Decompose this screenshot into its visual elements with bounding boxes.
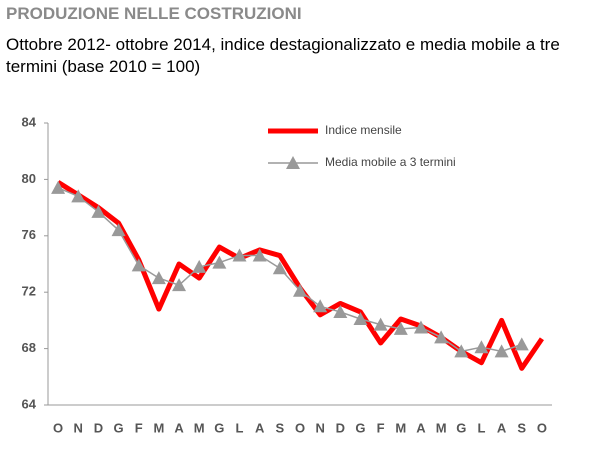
legend-marker: [286, 156, 300, 169]
marker: [51, 180, 66, 194]
x-tick-label: S: [517, 420, 526, 435]
chart-title: PRODUZIONE NELLE COSTRUZIONI: [6, 4, 302, 23]
marker: [131, 258, 146, 272]
marker: [212, 255, 227, 269]
x-tick-label: A: [255, 420, 265, 435]
marker: [111, 223, 126, 237]
x-tick-label: M: [153, 420, 164, 435]
x-tick-label: O: [53, 420, 63, 435]
x-tick-label: L: [477, 420, 485, 435]
x-tick-label: O: [537, 420, 547, 435]
x-tick-label: O: [295, 420, 305, 435]
y-tick-label: 80: [22, 171, 36, 186]
marker: [353, 311, 368, 325]
marker: [474, 340, 489, 354]
x-tick-label: D: [94, 420, 103, 435]
x-tick-label: M: [395, 420, 406, 435]
marker: [333, 304, 348, 318]
x-tick-label: A: [416, 420, 426, 435]
x-tick-label: M: [436, 420, 447, 435]
marker: [413, 320, 428, 334]
x-tick-label: G: [456, 420, 466, 435]
y-tick-label: 68: [22, 340, 36, 355]
x-tick-label: A: [174, 420, 184, 435]
marker: [434, 330, 449, 344]
x-tick-label: N: [74, 420, 83, 435]
x-tick-label: D: [336, 420, 345, 435]
x-tick-label: F: [377, 420, 385, 435]
marker: [192, 259, 207, 273]
marker: [454, 344, 469, 358]
x-tick-label: M: [194, 420, 205, 435]
x-tick-label: A: [497, 420, 507, 435]
series-line: [56, 180, 544, 371]
marker: [252, 248, 267, 262]
marker: [151, 271, 166, 285]
x-tick-label: L: [236, 420, 244, 435]
marker: [494, 344, 509, 358]
y-tick-label: 64: [22, 396, 37, 411]
y-tick-label: 84: [22, 114, 37, 129]
x-tick-label: G: [355, 420, 365, 435]
legend-label: Indice mensile: [325, 123, 402, 137]
y-tick-label: 72: [22, 284, 36, 299]
marker: [272, 261, 287, 275]
x-tick-label: G: [113, 420, 123, 435]
x-tick-label: G: [214, 420, 224, 435]
y-tick-label: 76: [22, 227, 36, 242]
marker: [71, 189, 86, 203]
marker: [313, 299, 328, 313]
marker: [172, 278, 187, 292]
marker: [393, 321, 408, 335]
legend-label: Media mobile a 3 termini: [325, 155, 456, 169]
marker: [293, 283, 307, 297]
x-tick-label: N: [315, 420, 324, 435]
chart-subtitle: Ottobre 2012- ottobre 2014, indice desta…: [6, 35, 560, 76]
x-tick-label: S: [276, 420, 285, 435]
marker: [91, 204, 106, 218]
x-tick-label: F: [135, 420, 143, 435]
marker: [514, 337, 529, 351]
marker: [373, 317, 388, 331]
marker: [232, 248, 247, 262]
